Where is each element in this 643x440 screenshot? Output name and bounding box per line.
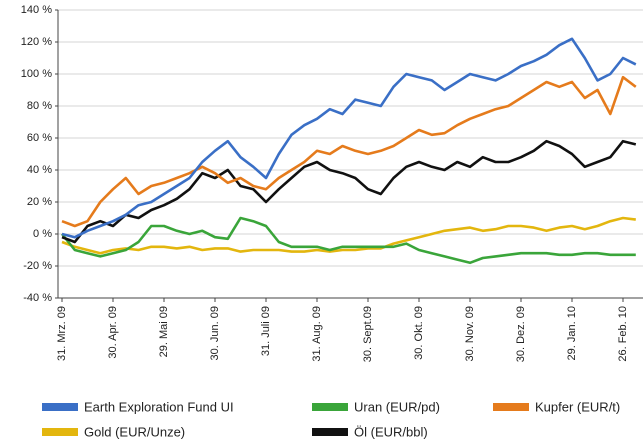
x-tick-label: 31. Aug. 09 — [311, 306, 323, 362]
x-tick-label: 29. Jan. 10 — [566, 306, 578, 360]
x-tick-label: 30. Sept.09 — [362, 306, 374, 362]
legend-label: Uran (EUR/pd) — [354, 399, 440, 414]
legend-label: Kupfer (EUR/t) — [535, 399, 620, 414]
x-tick-label: 30. Okt. 09 — [413, 306, 425, 360]
legend-swatch — [42, 428, 78, 436]
x-tick-label: 31. Juli 09 — [260, 306, 272, 356]
legend-swatch — [312, 403, 348, 411]
series-line — [61, 139, 637, 244]
series-line — [61, 216, 636, 255]
x-tick-label: 30. Apr. 09 — [107, 306, 119, 359]
y-tick-label: 80 % — [27, 100, 52, 112]
x-tick-label: 30. Dez. 09 — [515, 306, 527, 362]
x-tick-label: 26. Feb. 10 — [617, 306, 629, 362]
y-tick-label: 60 % — [27, 132, 52, 144]
x-tick-label: 30. Jun. 09 — [209, 306, 221, 360]
legend-swatch — [312, 428, 348, 436]
x-tick-label: 31. Mrz. 09 — [56, 306, 68, 361]
y-tick-label: 40 % — [27, 164, 52, 176]
series-line — [60, 216, 636, 265]
legend-label: Öl (EUR/bbl) — [354, 424, 428, 439]
series-line — [61, 37, 637, 239]
series-line — [61, 75, 637, 228]
legend-label: Earth Exploration Fund UI — [84, 399, 234, 414]
legend-swatch — [42, 403, 78, 411]
y-tick-label: -20 % — [23, 260, 52, 272]
legend-label: Gold (EUR/Unze) — [84, 424, 185, 439]
x-tick-label: 30. Nov. 09 — [464, 306, 476, 361]
y-tick-label: 0 % — [33, 228, 52, 240]
y-tick-label: 140 % — [21, 4, 52, 16]
y-tick-label: 120 % — [21, 36, 52, 48]
legend-swatch — [493, 403, 529, 411]
x-tick-label: 29. Mai 09 — [158, 306, 170, 357]
y-tick-label: -40 % — [23, 292, 52, 304]
y-tick-label: 100 % — [21, 68, 52, 80]
y-tick-label: 20 % — [27, 196, 52, 208]
